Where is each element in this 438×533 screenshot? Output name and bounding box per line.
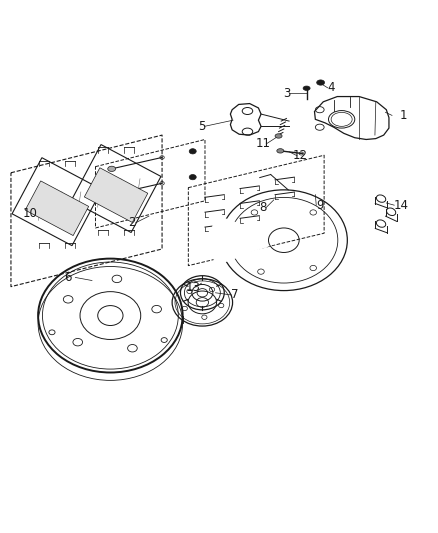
Polygon shape: [85, 168, 148, 222]
Polygon shape: [25, 181, 88, 236]
Text: 3: 3: [283, 87, 290, 100]
Text: 10: 10: [22, 207, 37, 221]
Ellipse shape: [317, 80, 325, 85]
Text: 9: 9: [316, 199, 324, 212]
Text: 1: 1: [399, 109, 407, 122]
Wedge shape: [212, 215, 284, 265]
Text: 11: 11: [255, 138, 270, 150]
Text: 2: 2: [127, 216, 135, 229]
Text: 12: 12: [293, 149, 307, 162]
Ellipse shape: [277, 149, 284, 153]
Text: 5: 5: [198, 120, 205, 133]
Ellipse shape: [189, 174, 196, 180]
Ellipse shape: [189, 149, 196, 154]
Text: 8: 8: [259, 201, 266, 214]
Text: 6: 6: [64, 271, 72, 284]
Ellipse shape: [108, 166, 116, 172]
Text: 13: 13: [185, 280, 200, 294]
Text: 7: 7: [230, 288, 238, 302]
Text: 14: 14: [393, 199, 408, 212]
Ellipse shape: [108, 192, 116, 197]
Text: 4: 4: [327, 82, 335, 94]
Ellipse shape: [303, 86, 310, 91]
Ellipse shape: [275, 134, 282, 138]
